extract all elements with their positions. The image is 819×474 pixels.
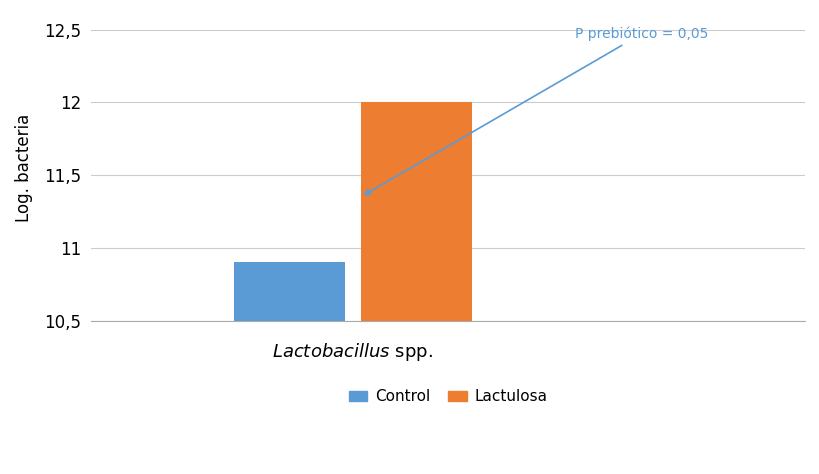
Legend: Control, Lactulosa: Control, Lactulosa: [342, 383, 553, 410]
Text: P prebiótico = 0,05: P prebiótico = 0,05: [364, 27, 708, 194]
Y-axis label: Log. bacteria: Log. bacteria: [15, 114, 33, 222]
Bar: [233, 262, 345, 474]
Text: $\mathit{Lactobacillus}$ spp.: $\mathit{Lactobacillus}$ spp.: [272, 341, 432, 363]
Bar: [360, 102, 471, 474]
